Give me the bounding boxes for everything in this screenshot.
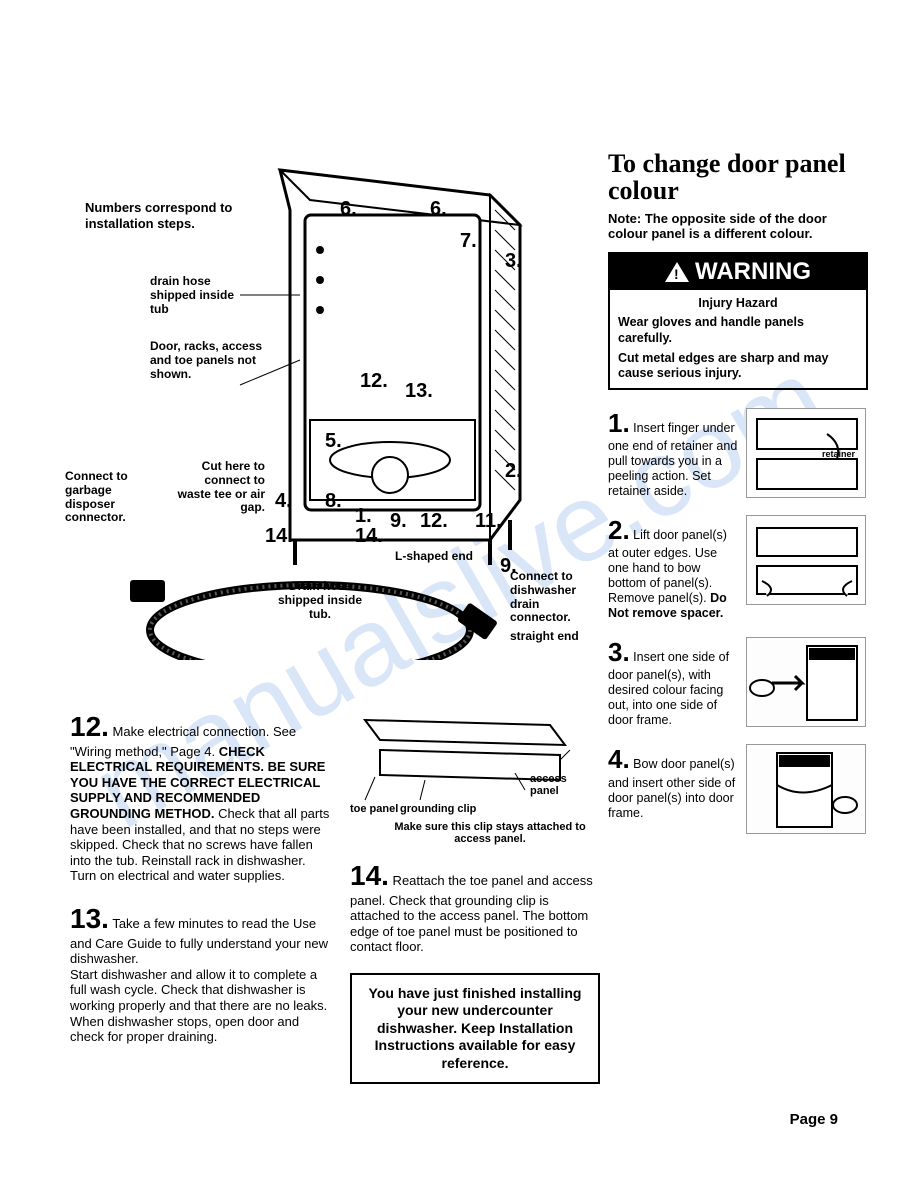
diag-num-13a: 13.: [405, 380, 433, 403]
diag-num-8: 8.: [325, 490, 342, 513]
panel-diagram: toe panel grounding clip access panel: [350, 705, 580, 815]
access-panel-label: access panel: [530, 773, 580, 797]
warning-title: WARNING: [695, 258, 811, 286]
garbage-label: Connect to garbage disposer connector.: [65, 470, 155, 525]
step-14-num: 14.: [350, 860, 389, 891]
step-12-block: 12. Make electrical connection. See "Wir…: [70, 710, 330, 884]
change-door-heading: To change door panel colour: [608, 150, 868, 205]
door-step-4-text: 4. Bow door panel(s) and insert other si…: [608, 744, 738, 834]
bottom-mid-col: toe panel grounding clip access panel Ma…: [350, 705, 600, 1084]
door-step-3-text: 3. Insert one side of door panel(s), wit…: [608, 637, 738, 728]
warning-hazard: Injury Hazard: [618, 296, 858, 312]
warning-triangle-icon: [665, 262, 689, 282]
step-13-num: 13.: [70, 903, 109, 934]
door-step-2: 2. Lift door panel(s) at outer edges. Us…: [608, 515, 868, 621]
door-step-1-img: retainer: [746, 408, 866, 498]
svg-text:retainer: retainer: [822, 449, 856, 459]
diag-num-6a: 6.: [340, 198, 357, 221]
page-number: Page 9: [790, 1111, 838, 1128]
step-13-lead: Take a few minutes to read the Use and C…: [70, 916, 328, 966]
diag-num-6b: 6.: [430, 198, 447, 221]
step-12-num: 12.: [70, 711, 109, 742]
grounding-clip-label: grounding clip: [400, 803, 476, 815]
diag-num-9a: 9.: [390, 510, 407, 533]
warning-line1: Wear gloves and handle panels carefully.: [618, 315, 858, 346]
warning-header: WARNING: [610, 254, 866, 290]
diag-num-12a: 12.: [360, 370, 388, 393]
door-step-1-text: 1. Insert finger under one end of retain…: [608, 408, 738, 499]
diag-num-4: 4.: [275, 490, 292, 513]
numbers-note: Numbers correspond to installation steps…: [85, 200, 235, 231]
cut-here-label: Cut here to connect to waste tee or air …: [170, 460, 265, 515]
door-step-4: 4. Bow door panel(s) and insert other si…: [608, 744, 868, 834]
page-root: manualslive.com: [40, 40, 878, 1148]
diag-num-5: 5.: [325, 430, 342, 453]
diag-num-7: 7.: [460, 230, 477, 253]
hose-tub-label: Drain hose shipped inside tub.: [275, 580, 365, 621]
door-step-2-text: 2. Lift door panel(s) at outer edges. Us…: [608, 515, 738, 621]
bottom-left-col: 12. Make electrical connection. See "Wir…: [70, 710, 330, 1045]
diag-num-14a: 14.: [265, 525, 293, 548]
door-step-1: 1. Insert finger under one end of retain…: [608, 408, 868, 499]
drain-hose-label: drain hose shipped inside tub: [150, 275, 240, 316]
toe-panel-label: toe panel: [350, 803, 398, 815]
warning-body: Injury Hazard Wear gloves and handle pan…: [610, 290, 866, 388]
door-racks-label: Door, racks, access and toe panels not s…: [150, 340, 270, 381]
door-step-2-num: 2.: [608, 515, 630, 545]
warning-box: WARNING Injury Hazard Wear gloves and ha…: [608, 252, 868, 390]
door-note: Note: The opposite side of the door colo…: [608, 211, 868, 242]
door-step-2-img: [746, 515, 866, 605]
step-14-block: 14. Reattach the toe panel and access pa…: [350, 859, 600, 955]
final-box: You have just finished installing your n…: [350, 973, 600, 1085]
diag-num-11: 11.: [475, 510, 502, 533]
door-step-1-num: 1.: [608, 408, 630, 438]
step-13-block: 13. Take a few minutes to read the Use a…: [70, 902, 330, 967]
l-shaped-label: L-shaped end: [395, 550, 485, 564]
clip-note: Make sure this clip stays attached to ac…: [380, 821, 600, 845]
diag-num-3: 3.: [505, 250, 522, 273]
door-step-4-img: [746, 744, 866, 834]
warning-line2: Cut metal edges are sharp and may cause …: [618, 351, 858, 382]
door-step-3: 3. Insert one side of door panel(s), wit…: [608, 637, 868, 728]
straight-end-label: straight end: [510, 630, 590, 644]
door-step-3-img: [746, 637, 866, 727]
diag-num-14b: 14.: [355, 525, 383, 548]
diag-num-12b: 12.: [420, 510, 448, 533]
door-step-3-num: 3.: [608, 637, 630, 667]
connect-dw-label: Connect to dishwasher drain connector.: [510, 570, 600, 625]
diag-num-2: 2.: [505, 460, 522, 483]
step-13-tail: Start dishwasher and allow it to complet…: [70, 967, 330, 1045]
door-step-4-num: 4.: [608, 744, 630, 774]
right-column: To change door panel colour Note: The op…: [608, 150, 868, 850]
